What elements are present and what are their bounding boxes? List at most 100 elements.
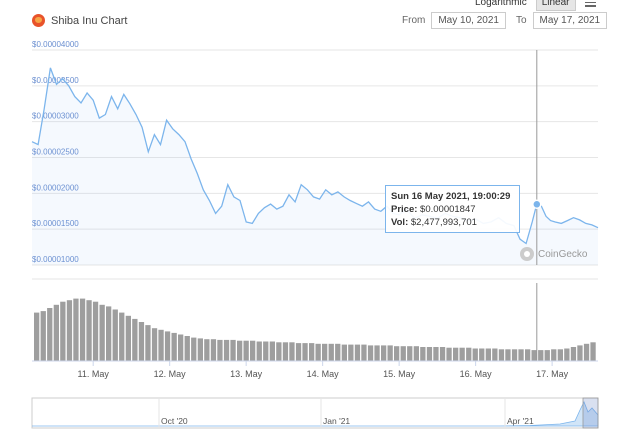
volume-bar xyxy=(511,349,518,361)
y-tick-label: $0.00003000 xyxy=(32,112,79,121)
highlight-point xyxy=(532,199,542,210)
tooltip-vol: $2,477,993,701 xyxy=(410,217,477,228)
from-date-input[interactable]: May 10, 2021 xyxy=(431,12,506,29)
volume-bar xyxy=(335,343,341,361)
volume-bar xyxy=(505,349,511,361)
volume-bar xyxy=(394,346,400,361)
navigator-label: Jan '21 xyxy=(323,416,350,426)
volume-bar xyxy=(47,308,53,361)
volume-bar xyxy=(282,342,289,361)
x-axis-ticks: 11. May 12. May 13. May 14. May 15. May 16. M… xyxy=(32,360,598,379)
volume-bar xyxy=(498,349,505,361)
coingecko-logo-icon xyxy=(520,247,534,261)
volume-bar xyxy=(256,341,262,361)
volume-bar xyxy=(341,344,347,361)
volume-bar xyxy=(400,346,406,361)
volume-bar xyxy=(446,347,452,361)
volume-bar xyxy=(315,343,321,361)
scale-logarithmic-button[interactable]: Logarithmic xyxy=(475,0,527,8)
to-label: To xyxy=(515,15,527,26)
volume-bar xyxy=(348,344,354,361)
volume-bar xyxy=(119,312,125,361)
y-tick-label: $0.00004000 xyxy=(32,40,79,49)
volume-bar xyxy=(295,343,302,361)
y-tick-label: $0.00002500 xyxy=(32,148,79,157)
volume-bar xyxy=(197,338,203,361)
volume-bar xyxy=(525,349,531,361)
x-tick-label: 17. May xyxy=(536,369,569,379)
volume-bars xyxy=(32,278,598,361)
volume-bar xyxy=(466,347,472,361)
from-label: From xyxy=(402,15,426,26)
volume-bar xyxy=(439,347,446,361)
brand: Shiba Inu Chart xyxy=(32,14,127,27)
chart-header: Shiba Inu Chart Logarithmic Linear From … xyxy=(0,0,625,40)
volume-bar xyxy=(374,345,380,361)
gridlines xyxy=(32,49,598,266)
volume-bar xyxy=(538,350,544,361)
volume-bar xyxy=(492,348,498,361)
volume-bar xyxy=(230,339,236,361)
volume-bar xyxy=(210,339,217,361)
volume-bar xyxy=(426,347,433,361)
volume-bar xyxy=(237,340,243,361)
volume-bar xyxy=(564,348,570,361)
navigator[interactable]: Oct '20 Jan '21 Apr '21 xyxy=(31,397,599,429)
volume-bar xyxy=(381,345,387,361)
x-tick-label: 13. May xyxy=(230,369,263,379)
navigator-label: Oct '20 xyxy=(161,416,188,426)
volume-bar xyxy=(583,343,590,361)
volume-bar xyxy=(99,304,105,361)
volume-bar xyxy=(164,331,171,361)
volume-bar xyxy=(204,339,210,361)
shiba-inu-logo-icon xyxy=(32,14,45,27)
volume-bar xyxy=(361,344,367,361)
volume-bar xyxy=(289,342,295,361)
volume-bar xyxy=(243,340,249,361)
volume-bar xyxy=(544,350,550,361)
volume-bar xyxy=(309,343,315,361)
x-tick-label: 12. May xyxy=(154,369,187,379)
volume-bar xyxy=(590,342,596,361)
volume-bar xyxy=(250,340,256,361)
tooltip-price-label: Price: xyxy=(391,204,418,215)
volume-bar xyxy=(73,298,79,361)
volume-bar xyxy=(112,309,118,361)
volume-bar xyxy=(367,345,374,361)
volume-bar xyxy=(86,300,92,361)
x-tick-label: 15. May xyxy=(383,369,416,379)
y-tick-label: $0.00001500 xyxy=(32,219,79,228)
volume-bar xyxy=(125,315,131,361)
to-date-input[interactable]: May 17, 2021 xyxy=(532,12,608,29)
volume-bar xyxy=(40,311,46,361)
tooltip-datetime: Sun 16 May 2021, 19:00:29 xyxy=(391,191,511,202)
volume-bar xyxy=(171,332,177,361)
x-tick-label: 16. May xyxy=(460,369,493,379)
volume-bar xyxy=(420,347,426,361)
volume-bar xyxy=(354,344,361,361)
chart-title: Shiba Inu Chart xyxy=(51,14,128,27)
scale-linear-button[interactable]: Linear xyxy=(535,0,576,11)
y-tick-label: $0.00001000 xyxy=(32,255,79,264)
price-tooltip: Sun 16 May 2021, 19:00:29 Price: $0.0000… xyxy=(385,185,520,233)
volume-bar xyxy=(322,343,328,361)
volume-bar xyxy=(132,318,138,361)
volume-bar xyxy=(302,343,308,361)
volume-bar xyxy=(557,349,563,361)
volume-bar xyxy=(413,346,419,361)
volume-bar xyxy=(34,312,40,361)
volume-bar xyxy=(158,329,164,361)
volume-bar xyxy=(479,348,485,361)
scale-toggle: Logarithmic Linear xyxy=(470,0,576,11)
volume-bar xyxy=(551,349,557,361)
price-area xyxy=(32,67,598,266)
volume-bar xyxy=(518,349,524,361)
volume-bar xyxy=(138,322,145,361)
volume-bar xyxy=(145,325,151,361)
volume-bar xyxy=(79,298,86,361)
volume-bar xyxy=(577,345,583,361)
x-tick-label: 11. May xyxy=(78,369,110,379)
hamburger-menu-icon[interactable] xyxy=(585,0,596,7)
volume-bar xyxy=(328,343,334,361)
